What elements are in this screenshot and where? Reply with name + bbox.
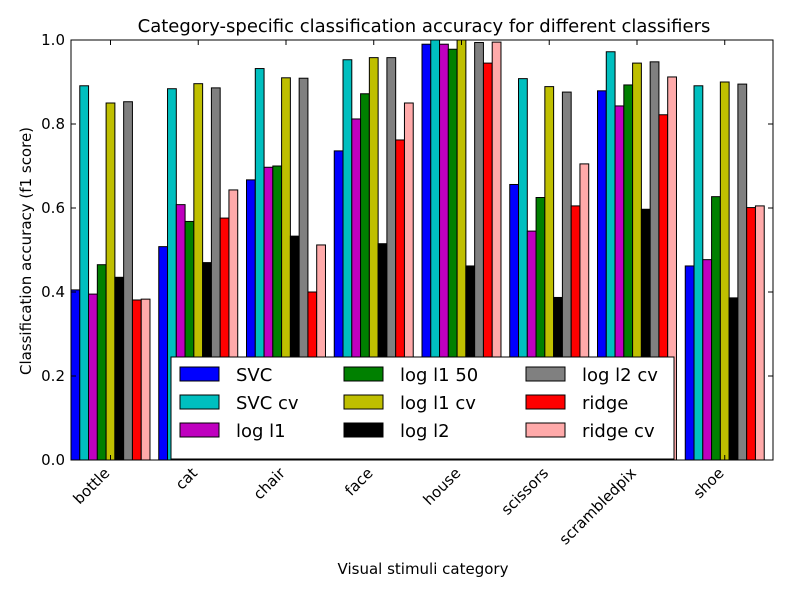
legend-label-log-l2-cv: log l2 cv bbox=[582, 365, 658, 386]
legend: SVC SVC cv log l1 log l1 50 log l1 cv log l2 l… bbox=[170, 356, 675, 460]
plot-frame bbox=[70, 39, 774, 461]
x-tick-label-scrambledpix: scrambledpix bbox=[556, 464, 640, 548]
y-tick-label: 0.8 bbox=[41, 115, 65, 133]
legend-label-log-l1: log l1 bbox=[236, 421, 286, 442]
bar-ridge-bottle bbox=[131, 299, 142, 461]
legend-swatch-svc bbox=[179, 366, 220, 382]
legend-swatch-log-l1 bbox=[179, 422, 220, 438]
legend-swatch-log-l1-cv bbox=[343, 394, 384, 410]
bar-svc-cv-bottle bbox=[79, 85, 90, 461]
y-tick-label: 0.2 bbox=[41, 367, 65, 385]
x-tick-label-shoe: shoe bbox=[690, 464, 728, 502]
legend-label-ridge-cv: ridge cv bbox=[582, 421, 655, 442]
legend-box bbox=[170, 356, 675, 460]
y-tick-label: 0.0 bbox=[41, 451, 65, 469]
bar-log-l1-cv-shoe bbox=[719, 81, 730, 461]
chart-title: Category-specific classification accurac… bbox=[138, 16, 711, 37]
bar-log-l2-cv-shoe bbox=[737, 83, 748, 461]
legend-label-log-l1-cv: log l1 cv bbox=[400, 393, 476, 414]
bar-log-l2-bottle bbox=[114, 276, 125, 461]
x-axis-label: Visual stimuli category bbox=[338, 560, 509, 578]
bar-log-l1-cv-bottle bbox=[105, 102, 116, 461]
bars-layer bbox=[70, 39, 765, 461]
legend-swatch-ridge bbox=[525, 394, 566, 410]
legend-label-ridge: ridge bbox=[582, 393, 628, 414]
y-tick-label: 0.6 bbox=[41, 199, 65, 217]
legend-label-log-l2: log l2 bbox=[400, 421, 450, 442]
bar-log-l1-shoe bbox=[702, 259, 713, 461]
bar-ridge-cv-shoe bbox=[754, 205, 765, 461]
bar-log-l2-shoe bbox=[728, 297, 739, 461]
bar-ridge-shoe bbox=[746, 207, 756, 461]
legend-swatch-log-l2-cv bbox=[525, 366, 566, 382]
legend-swatch-svc-cv bbox=[179, 394, 220, 410]
y-tick-label: 0.4 bbox=[41, 283, 65, 301]
legend-swatch-log-l1-50 bbox=[343, 366, 384, 382]
legend-label-svc: SVC bbox=[236, 365, 272, 386]
bar-log-l1-50-shoe bbox=[711, 196, 721, 461]
bar-svc-cat bbox=[158, 246, 169, 461]
legend-label-svc-cv: SVC cv bbox=[236, 393, 299, 414]
y-axis-label: Classification accuracy (f1 score) bbox=[17, 127, 35, 375]
bar-svc-shoe bbox=[684, 265, 695, 461]
bar-ridge-cv-bottle bbox=[140, 298, 151, 461]
bar-log-l2-cv-bottle bbox=[123, 101, 133, 461]
x-tick-label-bottle: bottle bbox=[70, 464, 114, 508]
legend-swatch-ridge-cv bbox=[525, 422, 566, 438]
legend-label-log-l1-50: log l1 50 bbox=[400, 365, 478, 386]
y-tick-label: 1.0 bbox=[41, 31, 65, 49]
x-tick-label-chair: chair bbox=[250, 464, 290, 504]
bar-svc-cv-shoe bbox=[693, 85, 704, 461]
bar-svc-bottle bbox=[70, 289, 81, 461]
bar-log-l1-50-bottle bbox=[96, 264, 107, 461]
bar-log-l1-bottle bbox=[88, 293, 98, 461]
x-tick-label-face: face bbox=[341, 464, 376, 499]
x-tick-label-scissors: scissors bbox=[498, 464, 553, 519]
legend-swatch-log-l2 bbox=[343, 422, 384, 438]
x-tick-label-house: house bbox=[420, 464, 465, 509]
x-tick-label-cat: cat bbox=[172, 464, 201, 493]
